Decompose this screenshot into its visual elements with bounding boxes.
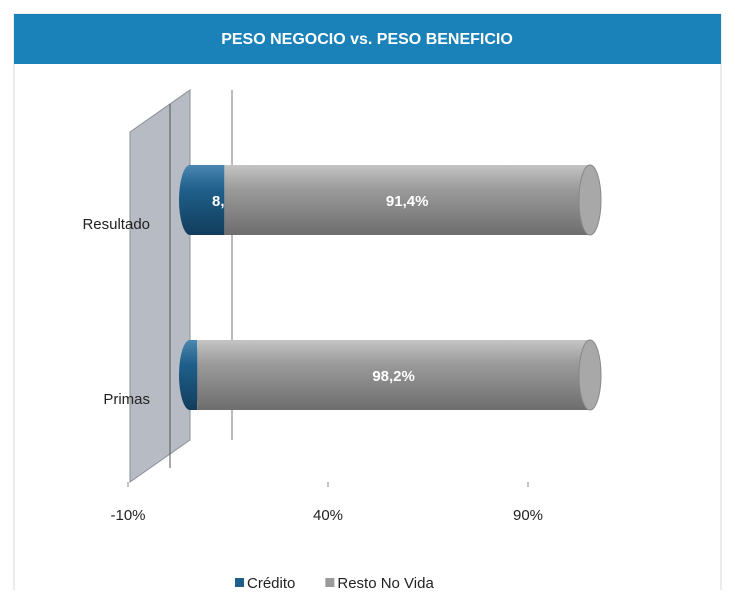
x-tick-label: 90% <box>513 507 543 524</box>
y-tick-label: Primas <box>103 391 150 408</box>
legend-label: Resto No Vida <box>337 575 434 590</box>
bar <box>190 340 198 410</box>
data-label: 91,4% <box>386 193 429 210</box>
x-tick-label: -10% <box>110 507 145 524</box>
legend-swatch <box>325 578 335 587</box>
chart-frame <box>13 13 722 595</box>
legend-label: Crédito <box>247 575 295 590</box>
bar-cap <box>578 164 602 236</box>
bar <box>224 165 590 235</box>
y-tick-label: Resultado <box>82 216 150 233</box>
data-label: 98,2% <box>372 368 415 385</box>
title-bar <box>14 14 721 64</box>
bar <box>197 340 590 410</box>
x-tick-label: 40% <box>313 507 343 524</box>
bar-cap <box>578 339 602 411</box>
legend-swatch <box>235 578 244 587</box>
wall <box>129 89 191 483</box>
chart-title: PESO NEGOCIO vs. PESO BENEFICIO <box>221 31 513 48</box>
bar <box>190 165 225 235</box>
